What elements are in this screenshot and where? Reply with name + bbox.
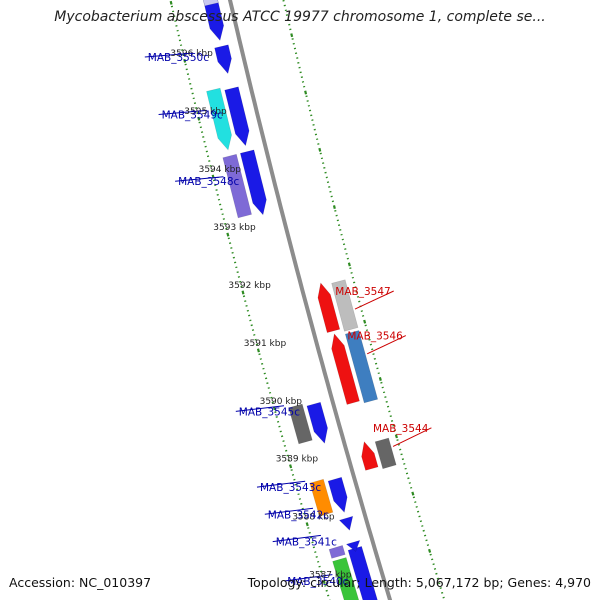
gene-label[interactable]: MAB_3549c <box>162 110 223 122</box>
minus-tick <box>169 0 173 5</box>
plus-tick <box>304 90 308 95</box>
gene-mab_3550c[interactable] <box>202 0 225 42</box>
gene-label[interactable]: MAB_3545c <box>239 406 300 418</box>
label-leader <box>354 290 394 310</box>
gene-feature[interactable] <box>345 539 361 552</box>
gene-label[interactable]: MAB_3544 <box>373 423 429 435</box>
kbp-label: 3596 kbp <box>170 49 213 59</box>
plus-tick <box>290 33 294 38</box>
plus-tick <box>332 205 336 210</box>
plus-tick <box>428 548 432 553</box>
gene-label[interactable]: MAB_3546 <box>347 331 403 343</box>
label-leader-lines <box>144 52 432 582</box>
gene-mab_3547[interactable] <box>331 279 359 332</box>
label-leader <box>272 534 321 543</box>
gene-feature[interactable] <box>328 545 346 559</box>
plus-tick <box>363 319 367 324</box>
gene-feature[interactable] <box>317 282 341 333</box>
label-leader <box>158 109 208 115</box>
genome-summary-text: Topology: circular; Length: 5,067,172 bp… <box>247 575 591 590</box>
kbp-label: 3593 kbp <box>213 223 256 233</box>
plus-tick <box>394 434 398 439</box>
kbp-label: 3591 kbp <box>244 339 287 349</box>
plus-tick <box>318 147 322 152</box>
gene-mab_3544[interactable] <box>374 437 397 470</box>
label-leader <box>256 480 306 488</box>
plus-tick <box>411 491 415 496</box>
gene-feature[interactable] <box>331 333 360 405</box>
gene-mab_3546[interactable] <box>344 330 379 404</box>
gene-mab_3548c[interactable] <box>239 149 267 216</box>
minus-tick <box>226 232 230 237</box>
kbp-label: 3587 kbp <box>309 571 352 581</box>
kbp-label: 3588 kbp <box>292 513 335 523</box>
gene-label[interactable]: MAB_3540c <box>287 576 348 588</box>
minus-tick <box>289 464 293 469</box>
gene-labels: 3596 kbp 3595 kbp 3594 kbp 3593 kbp 3592 kbp… <box>148 49 429 588</box>
gene-mab_3542c[interactable] <box>309 478 334 517</box>
kbp-label: 3590 kbp <box>260 397 303 407</box>
chromosome-backbone <box>227 0 393 600</box>
backbone-line <box>227 0 393 600</box>
kbp-label: 3595 kbp <box>184 107 227 117</box>
gene-label[interactable]: MAB_3543c <box>260 482 321 494</box>
gene-mab_3543c[interactable] <box>327 476 348 513</box>
gene-mab_3549c[interactable] <box>224 86 250 147</box>
gene-features <box>202 0 397 600</box>
minus-tick <box>241 290 245 295</box>
label-leader <box>235 405 285 412</box>
gene-feature[interactable] <box>222 153 252 219</box>
kbp-label: 3594 kbp <box>199 165 242 175</box>
minus-tick <box>305 522 309 527</box>
label-leader <box>264 507 314 515</box>
label-leader <box>175 176 224 182</box>
gene-label[interactable]: MAB_3548c <box>178 176 239 188</box>
gene-feature[interactable] <box>202 0 219 7</box>
minus-tick <box>183 58 187 63</box>
minus-tick <box>256 348 260 353</box>
minus-tick <box>197 116 201 121</box>
tick-marks <box>169 0 445 600</box>
gene-feature[interactable] <box>288 403 313 445</box>
plus-tick <box>347 262 351 267</box>
kbp-label: 3592 kbp <box>228 281 271 291</box>
gene-label[interactable]: MAB_3542c <box>268 509 329 521</box>
gene-mab_3540c[interactable] <box>347 546 378 600</box>
label-leader <box>392 427 432 447</box>
label-leader <box>144 52 194 58</box>
gene-feature[interactable] <box>206 87 232 151</box>
gene-label[interactable]: MAB_3550c <box>148 52 209 64</box>
gene-feature[interactable] <box>361 441 379 471</box>
plus-tick <box>378 377 382 381</box>
minus-tick <box>322 580 326 585</box>
gene-mab_3545c[interactable] <box>306 401 328 444</box>
label-leader <box>366 335 407 355</box>
label-leader <box>284 574 333 582</box>
kbp-label: 3589 kbp <box>276 455 319 465</box>
map-title: Mycobacterium abscessus ATCC 19977 chrom… <box>54 9 546 25</box>
gene-mab_3541c[interactable] <box>338 515 354 531</box>
gene-label[interactable]: MAB_3541c <box>276 537 337 549</box>
gene-feature[interactable] <box>214 44 232 75</box>
gene-label[interactable]: MAB_3547 <box>335 286 390 298</box>
accession-text: Accession: NC_010397 <box>9 575 152 590</box>
